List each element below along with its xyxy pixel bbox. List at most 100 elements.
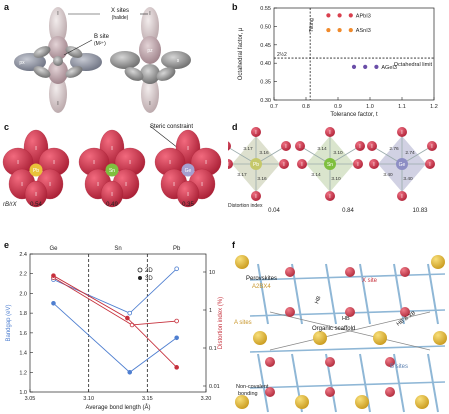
- data-point: [174, 318, 179, 324]
- bond-length: 3.16: [257, 176, 267, 182]
- halide-atom: [397, 191, 407, 201]
- data-point: [174, 365, 179, 370]
- x-tick-label: 3.05: [25, 396, 36, 402]
- data-point: [127, 310, 133, 316]
- halide-label: I: [169, 160, 171, 166]
- orbital-lobe-label: I: [57, 101, 58, 107]
- halide-label: I: [201, 182, 203, 188]
- a-site-atom: [355, 395, 369, 409]
- halide-label: I: [17, 160, 19, 166]
- octahedron-pb: I I I I I I Pb: [2, 129, 70, 208]
- halide-label: I: [187, 146, 189, 152]
- panel-d-distortion: I I I I I I Pb 3.17 3.16 3.17 3.16 0.04 I I I I I I Sn 3.14…: [228, 120, 449, 216]
- lobe-lr: [156, 67, 176, 81]
- plot-frame: [29, 253, 207, 393]
- x-sites-sublabel: (halide): [112, 15, 129, 21]
- panel-b-chart: 0.7 0.8 0.9 1.0 1.1 1.2 0.30 0.35 0.40 0.45 0.50 0.…: [228, 0, 449, 120]
- octahedron-sn: I I I I I I Sn: [78, 129, 146, 208]
- panel-label-b: b: [232, 2, 238, 12]
- halide-label: I: [35, 146, 37, 152]
- data-point: [51, 300, 56, 306]
- halide-atom: [325, 191, 335, 201]
- hb-label-2: HB: [342, 316, 350, 322]
- data-point: [337, 13, 342, 18]
- halide-label: I: [299, 144, 300, 150]
- perovskites-label: Perovskites: [246, 276, 277, 282]
- organic-scaffold-bond: [269, 311, 431, 351]
- x-site-atom: [265, 387, 275, 397]
- halide-label: I: [187, 192, 189, 198]
- bond-length: 3.10: [333, 150, 343, 156]
- group-label: Sn: [114, 246, 121, 252]
- data-point: [127, 369, 133, 375]
- lattice-bond: [325, 263, 337, 325]
- data-point: [337, 27, 342, 33]
- lobe-ll: [33, 66, 51, 78]
- x-sites-label: X sites: [111, 8, 129, 14]
- legend-label: 2D: [145, 268, 153, 274]
- halide-atom: [369, 159, 379, 169]
- ratio-value: 0.35: [182, 202, 194, 208]
- tolerance-octahedral-chart: 0.7 0.8 0.9 1.0 1.1 1.2 0.30 0.35 0.40 0.45 0.50 0.…: [238, 6, 438, 118]
- halide-label: I: [301, 162, 302, 168]
- halide-lobe: [176, 180, 200, 208]
- y-axis-label: Octahedral factor, μ: [238, 27, 244, 80]
- series-label: ASnI3: [356, 28, 371, 34]
- lattice-bond: [427, 263, 439, 325]
- bond-length: 3.40: [403, 176, 413, 182]
- distortion-value: 10.83: [412, 208, 428, 214]
- bond-length: 3.14: [317, 146, 327, 152]
- structure-sn: I I I I I I Sn 3.14 3.10 3.14 3.10: [295, 127, 365, 201]
- y-tick-label: 0.35: [260, 80, 271, 86]
- x-tick-label: 1.0: [366, 104, 374, 110]
- data-point: [363, 64, 368, 69]
- halide-atom: [228, 159, 233, 169]
- lobe-lr: [65, 66, 83, 78]
- panel-e-chart: 3.05 3.10 3.15 3.20 1.0 1.2 1.4 1.6 1.8 2.0 2.2 2.4…: [0, 240, 228, 414]
- halide-label: I: [53, 160, 55, 166]
- x-tick-label: 0.8: [302, 104, 310, 110]
- metal-label: Pb: [253, 162, 259, 168]
- halide-atom: [279, 159, 289, 169]
- metal-center: [29, 163, 43, 177]
- orbital-diagram: I px I I pz I s X sites (halide) B site …: [14, 7, 191, 113]
- metal-center: [324, 158, 336, 170]
- metal-label: Ge: [399, 162, 406, 168]
- a-site-atom: [253, 331, 267, 345]
- halide-label: I: [371, 144, 372, 150]
- lattice-bond: [257, 353, 269, 413]
- halide-label: I: [125, 182, 127, 188]
- data-point: [174, 335, 179, 341]
- data-point: [348, 13, 353, 18]
- orbital-lobe-label: s: [177, 58, 180, 64]
- pz-lobe-lower: [48, 60, 68, 84]
- hb-label: HB: [314, 295, 322, 305]
- data-point: [326, 27, 331, 33]
- b-site-center: [53, 56, 63, 66]
- structure-ge: I I I I I I Ge 2.76 2.74 3.40 3.40: [367, 127, 437, 201]
- lattice-bond: [249, 273, 446, 281]
- bond-length: 3.14: [311, 172, 321, 178]
- orbital-cluster-right: I pz I s: [110, 7, 191, 113]
- org-label: Org: [308, 256, 318, 262]
- halide-label: I: [283, 162, 284, 168]
- metal-center: [396, 158, 408, 170]
- halide-label: I: [357, 162, 358, 168]
- a-site-atom: [373, 331, 387, 345]
- structure-pb: IIIIIIPb3.173.163.173.16: [228, 127, 291, 201]
- ratio-value: 0.49: [106, 202, 118, 208]
- halide-atom: [427, 141, 437, 151]
- panel-label-d: d: [232, 122, 238, 132]
- halide-lobe: [24, 180, 48, 208]
- orbital-lobe-label: I: [149, 101, 150, 107]
- lobe-ul: [33, 46, 51, 58]
- halide-label: I: [205, 160, 207, 166]
- lattice-bond: [249, 345, 446, 353]
- ratio-value: 0.54: [30, 202, 42, 208]
- lobe-left: [110, 51, 140, 69]
- series-line-bandgap-3D: [53, 302, 177, 373]
- bandgap-distortion-chart: 3.05 3.10 3.15 3.20 1.0 1.2 1.4 1.6 1.8 2.0 2.2 2.4…: [6, 246, 224, 411]
- x-tick-label: 1.2: [430, 104, 438, 110]
- halide-atom: [397, 127, 407, 137]
- y-tick-label: 1.4: [19, 351, 27, 357]
